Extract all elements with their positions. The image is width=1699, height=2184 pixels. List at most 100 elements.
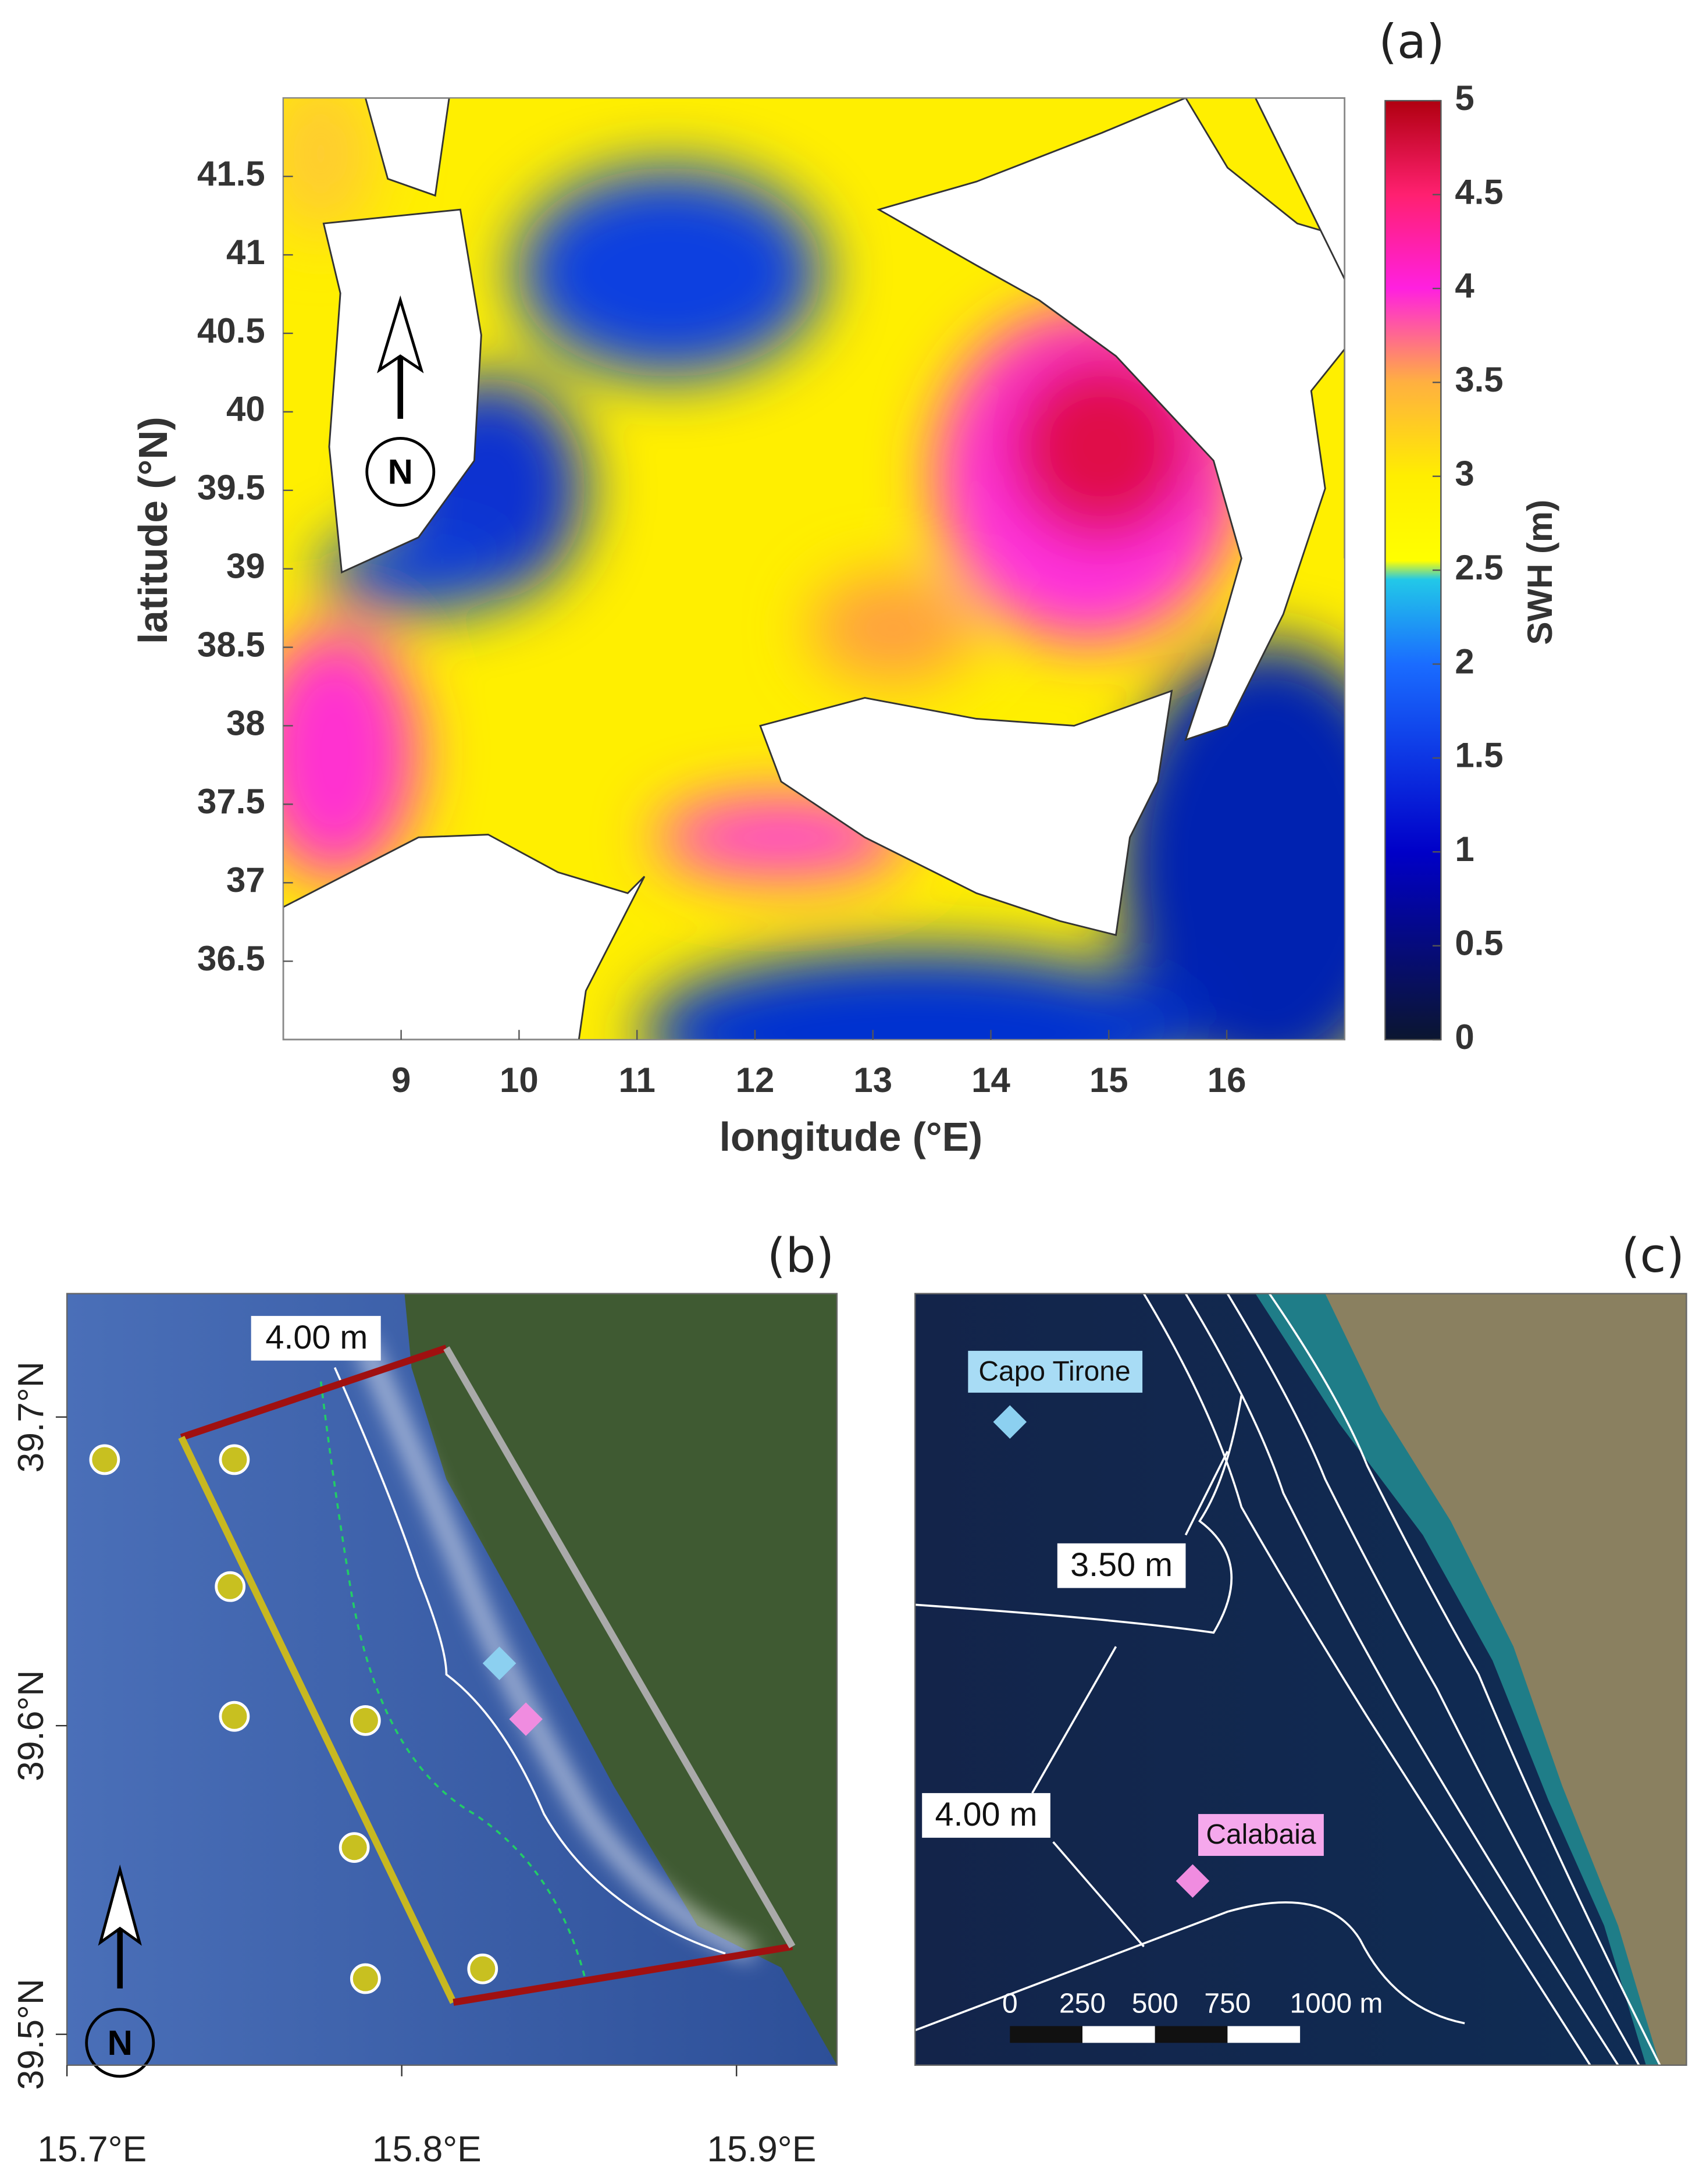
y-tick-label: 39.5 (197, 468, 265, 507)
x-tick-label: 15 (1089, 1061, 1128, 1100)
y-tick-label: 37.5 (197, 782, 265, 821)
leader (1052, 1841, 1145, 1948)
y-tick-label: 39.7°N (11, 1361, 51, 1472)
boundary-east (443, 1346, 796, 1948)
x-tick-label: 16 (1208, 1061, 1246, 1100)
station-label: Calabaia (1206, 1819, 1316, 1850)
leader (1184, 1450, 1229, 1536)
boundary-north (180, 1344, 448, 1441)
contour-400 (915, 1901, 1465, 2032)
colorbar-tick-label: 4.5 (1455, 172, 1503, 211)
contour (1268, 1293, 1661, 2065)
point (219, 1444, 250, 1475)
leader (1031, 1646, 1117, 1794)
domain-box (178, 1344, 796, 2006)
x-tick-label: 15.7°E (37, 2129, 147, 2169)
colorbar-tick-label: 3.5 (1455, 360, 1503, 399)
boundary-south (453, 1943, 793, 2006)
north-arrow: N (365, 295, 436, 507)
north-label: N (108, 2023, 133, 2062)
y-tick-label: 39 (226, 547, 265, 586)
low-swh (516, 168, 823, 377)
y-tick-label: 40.5 (197, 311, 265, 350)
point (89, 1444, 120, 1475)
y-tick-label: 39.6°N (11, 1670, 51, 1781)
sicily (759, 689, 1173, 936)
y-tick-label: 38.5 (197, 625, 265, 664)
panel-label: (a) (1379, 15, 1445, 70)
boundary-west (178, 1435, 457, 2004)
scale-label: 750 (1204, 1988, 1251, 2019)
colorbar-tick-label: 0 (1455, 1018, 1474, 1057)
mid-swh (283, 98, 377, 238)
y-tick-label: 38 (226, 703, 265, 742)
contour (1184, 1293, 1619, 2065)
x-tick-label: 15.9°E (707, 2129, 816, 2169)
colorbar-tick-label: 3 (1455, 454, 1474, 493)
land (283, 98, 1345, 1040)
low-swh (642, 949, 1200, 1040)
x-tick-label: 13 (853, 1061, 892, 1100)
scale-segment (1010, 2026, 1082, 2043)
high-swh (283, 628, 419, 880)
station-calabaia (509, 1702, 543, 1736)
contour (1226, 1293, 1640, 2065)
x-tick-label: 11 (618, 1061, 655, 1100)
colorbar-tick-label: 4 (1455, 266, 1474, 305)
north-circle (365, 437, 436, 507)
y-tick-label: 41 (226, 233, 265, 272)
contour (1142, 1293, 1591, 2065)
swh-map (283, 98, 1345, 1040)
label-box (251, 1315, 381, 1361)
contours (915, 1293, 1661, 2065)
grid-points (89, 1444, 498, 1994)
scale-label: 0 (1002, 1988, 1018, 2019)
contour (333, 1367, 726, 1955)
y-tick-label: 40 (226, 390, 265, 429)
station-capo-tirone (993, 1405, 1027, 1439)
contour-dashed (319, 1381, 587, 1982)
point (339, 1832, 370, 1863)
x-tick-label: 12 (736, 1061, 775, 1100)
y-tick-label: 41.5 (197, 154, 265, 193)
y-axis-label: latitude (°N) (130, 417, 176, 644)
scale-label: 1000 m (1290, 1988, 1383, 2019)
point (219, 1701, 250, 1732)
y-tick-label: 37 (226, 860, 265, 899)
station-capo-tirone (482, 1646, 517, 1680)
point (350, 1963, 381, 1994)
station-box (968, 1350, 1143, 1393)
scale-segment (1155, 2026, 1228, 2043)
north-circle (85, 2008, 155, 2078)
point (215, 1571, 246, 1602)
point (350, 1705, 381, 1736)
map-frame (914, 1293, 1687, 2066)
satellite-map-c: Capo Tirone Calabaia 3.50 m 4.00 m (915, 1293, 1687, 2065)
scale-segment (1082, 2026, 1155, 2043)
panel-label: (c) (1622, 1228, 1684, 1283)
balkans (1254, 98, 1345, 559)
contour-label: 4.00 m (935, 1796, 1038, 1833)
colorbar-tick-label: 2.5 (1455, 548, 1503, 587)
contour-350 (915, 1395, 1243, 1634)
scale-segment (1227, 2026, 1301, 2043)
contour-label: 3.50 m (1070, 1546, 1173, 1584)
africa (283, 834, 646, 1040)
colorbar-tick-label: 0.5 (1455, 924, 1503, 963)
mid-swh (808, 572, 977, 684)
x-tick-label: 10 (500, 1061, 539, 1100)
y-tick-label: 36.5 (197, 939, 265, 978)
map-frame (66, 1293, 838, 2066)
colorbar (1384, 99, 1442, 1041)
shoreline-contours (356, 1336, 756, 1960)
colorbar-tick-label: 5 (1455, 79, 1474, 118)
colorbar-label: SWH (m) (1520, 500, 1559, 645)
x-axis-label: longitude (°E) (720, 1114, 983, 1159)
north-label: N (388, 453, 413, 492)
x-tick-label: 15.8°E (372, 2129, 482, 2169)
label-box (922, 1793, 1050, 1838)
corsica (364, 98, 450, 197)
colorbar-tick-label: 2 (1455, 642, 1474, 681)
scale-bar (1010, 2026, 1301, 2043)
